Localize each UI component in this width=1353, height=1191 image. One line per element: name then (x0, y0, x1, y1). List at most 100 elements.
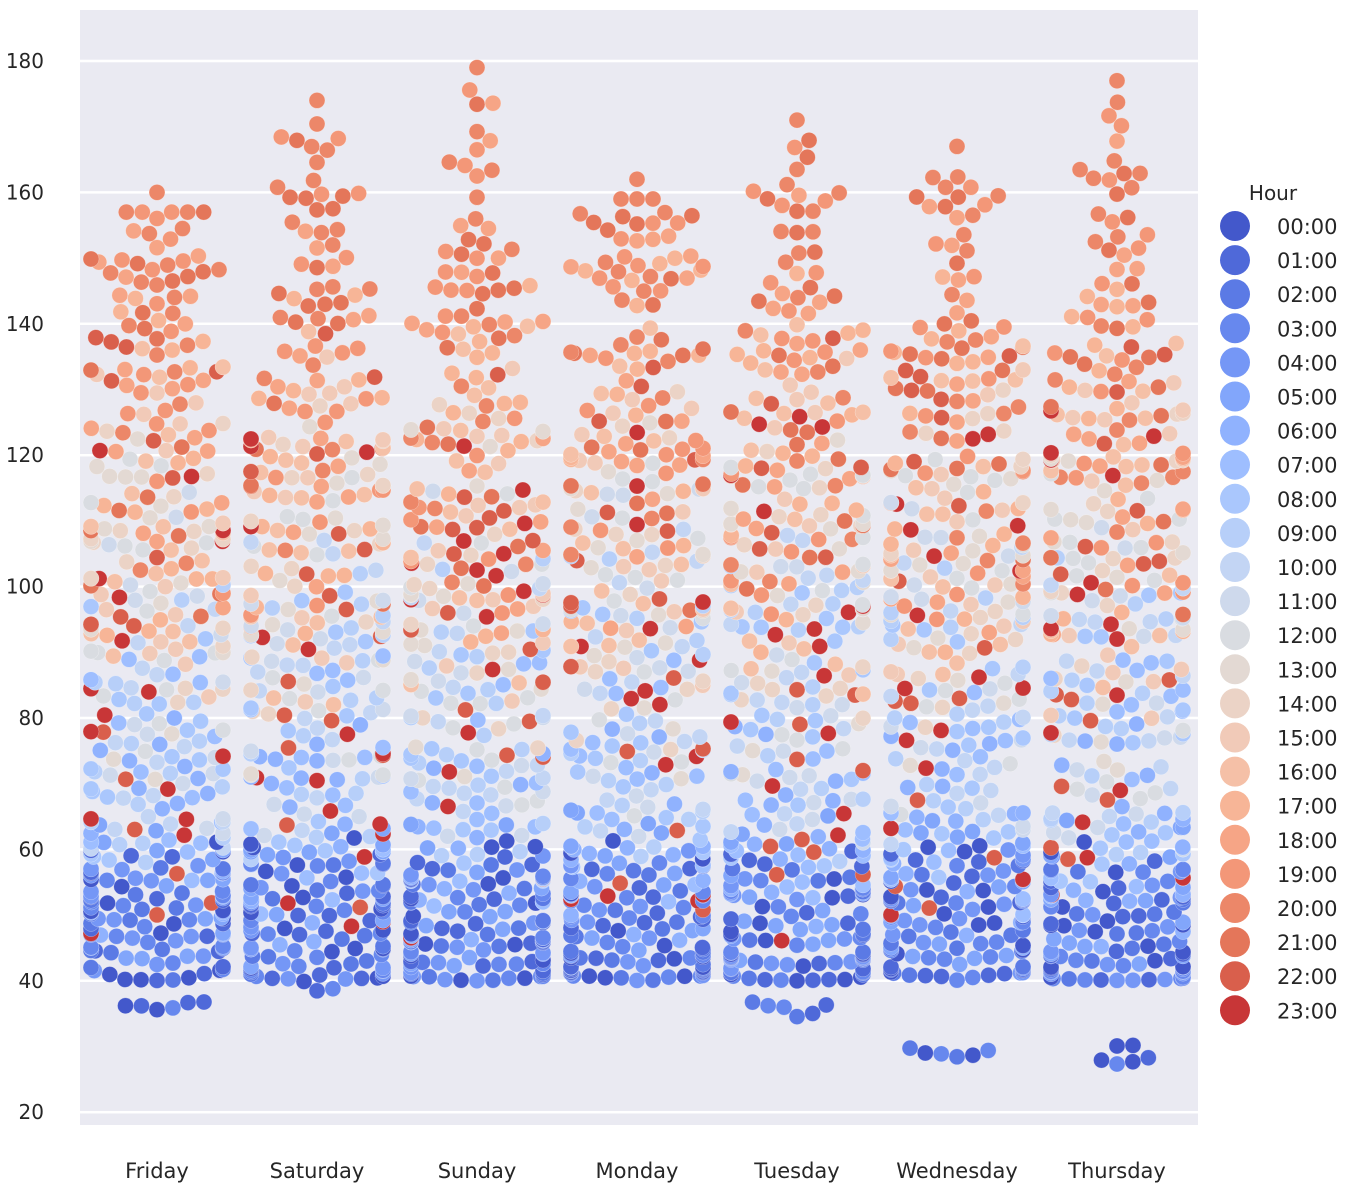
data-point (1174, 838, 1191, 856)
data-point (185, 523, 203, 540)
data-point (456, 157, 474, 174)
data-point (600, 463, 617, 480)
data-point (629, 257, 647, 274)
data-point (242, 835, 260, 853)
data-point (1060, 731, 1078, 749)
data-point (995, 422, 1013, 440)
data-point (291, 926, 308, 943)
data-point (194, 333, 212, 350)
data-point (164, 272, 181, 290)
data-point (484, 661, 501, 678)
data-point (949, 168, 966, 186)
data-point (424, 860, 441, 877)
data-point (402, 816, 420, 833)
data-point (152, 457, 170, 475)
data-point (964, 511, 982, 529)
data-point (469, 846, 486, 863)
data-point (495, 502, 513, 520)
data-point (107, 443, 125, 460)
data-point (174, 220, 191, 237)
data-point (214, 358, 232, 376)
data-point (468, 741, 486, 758)
data-point (433, 937, 450, 955)
data-point (123, 735, 140, 752)
legend-marker (1220, 995, 1250, 1026)
data-point (836, 512, 853, 530)
data-point (513, 757, 530, 774)
data-point (920, 949, 937, 966)
data-point (988, 933, 1005, 951)
data-point (801, 549, 818, 566)
data-point (958, 242, 976, 259)
data-point (263, 775, 280, 792)
data-point (270, 285, 288, 302)
data-point (100, 536, 118, 553)
data-point (342, 619, 360, 637)
data-point (134, 660, 151, 677)
data-point (909, 607, 926, 624)
data-point (917, 349, 934, 366)
data-point (1094, 883, 1112, 900)
data-point (111, 287, 128, 304)
data-point (955, 555, 972, 572)
legend-marker (1220, 313, 1250, 344)
data-point (628, 649, 646, 666)
data-point (299, 469, 317, 486)
data-point (614, 470, 631, 488)
data-point (1099, 646, 1116, 664)
data-point (963, 625, 980, 642)
data-point (1140, 732, 1158, 750)
data-point (820, 971, 838, 988)
data-point (800, 132, 818, 149)
y-tick-label: 160 (6, 180, 44, 204)
data-point (500, 661, 517, 678)
data-point (984, 537, 1002, 554)
data-point (577, 262, 594, 280)
data-point (308, 578, 325, 595)
data-point (948, 705, 966, 723)
data-point (748, 520, 765, 537)
data-point (931, 935, 948, 953)
data-point (802, 465, 819, 483)
data-point (163, 560, 180, 577)
data-point (592, 522, 609, 539)
data-point (345, 311, 362, 328)
data-point (599, 865, 616, 882)
data-point (242, 765, 260, 783)
data-point (788, 391, 806, 408)
data-point (112, 303, 130, 321)
data-point (214, 721, 232, 739)
data-point (763, 395, 780, 413)
data-point (152, 924, 170, 942)
data-point (1128, 662, 1146, 679)
data-point (951, 956, 968, 973)
data-point (242, 939, 260, 956)
data-point (905, 453, 923, 470)
data-point (790, 187, 808, 204)
data-point (959, 883, 976, 900)
data-point (628, 495, 646, 512)
data-point (242, 820, 260, 837)
data-point (264, 970, 281, 987)
legend-marker (1220, 279, 1250, 310)
data-point (322, 802, 339, 820)
data-point (576, 818, 594, 836)
data-point (562, 446, 580, 463)
data-point (152, 859, 169, 877)
data-point (91, 442, 109, 459)
data-point (1106, 152, 1123, 170)
data-point (402, 549, 420, 566)
data-point (324, 545, 342, 563)
data-point (173, 438, 190, 456)
data-point (836, 971, 854, 988)
data-point (599, 934, 616, 951)
data-point (616, 639, 634, 656)
data-point (419, 839, 436, 857)
data-point (425, 778, 442, 795)
data-point (265, 796, 283, 813)
data-point (627, 569, 644, 586)
legend-marker (1220, 688, 1250, 719)
data-point (199, 465, 216, 482)
data-point (82, 616, 100, 633)
data-point (1063, 691, 1080, 708)
